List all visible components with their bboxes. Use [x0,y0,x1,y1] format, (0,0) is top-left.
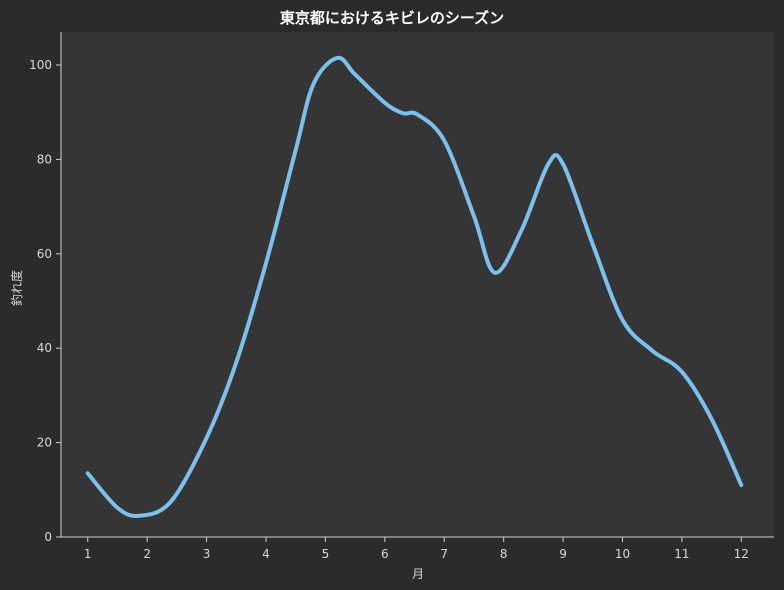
x-tick-label: 12 [734,547,749,561]
x-tick-label: 11 [674,547,689,561]
series-layer [85,55,744,518]
y-tick-label: 60 [37,247,52,261]
x-tick-label: 10 [615,547,630,561]
x-tick-label: 1 [84,547,92,561]
x-tick-label: 7 [440,547,448,561]
x-tick-label: 8 [500,547,508,561]
x-tick-label: 3 [203,547,211,561]
y-axis-label: 釣れ度 [9,270,24,306]
plot-area [61,32,774,537]
x-tick-label: 9 [559,547,567,561]
chart-title: 東京都におけるキビレのシーズン [279,9,505,27]
y-tick-label: 0 [44,530,52,544]
x-tick-label: 4 [262,547,270,561]
x-axis-label: 月 [412,567,424,581]
y-tick-label: 100 [29,58,52,72]
y-tick-label: 40 [37,341,52,355]
x-tick-label: 2 [143,547,151,561]
x-tick-label: 6 [381,547,389,561]
y-tick-label: 20 [37,436,52,450]
series-line [85,55,744,518]
x-tick-label: 5 [322,547,330,561]
y-tick-label: 80 [37,152,52,166]
